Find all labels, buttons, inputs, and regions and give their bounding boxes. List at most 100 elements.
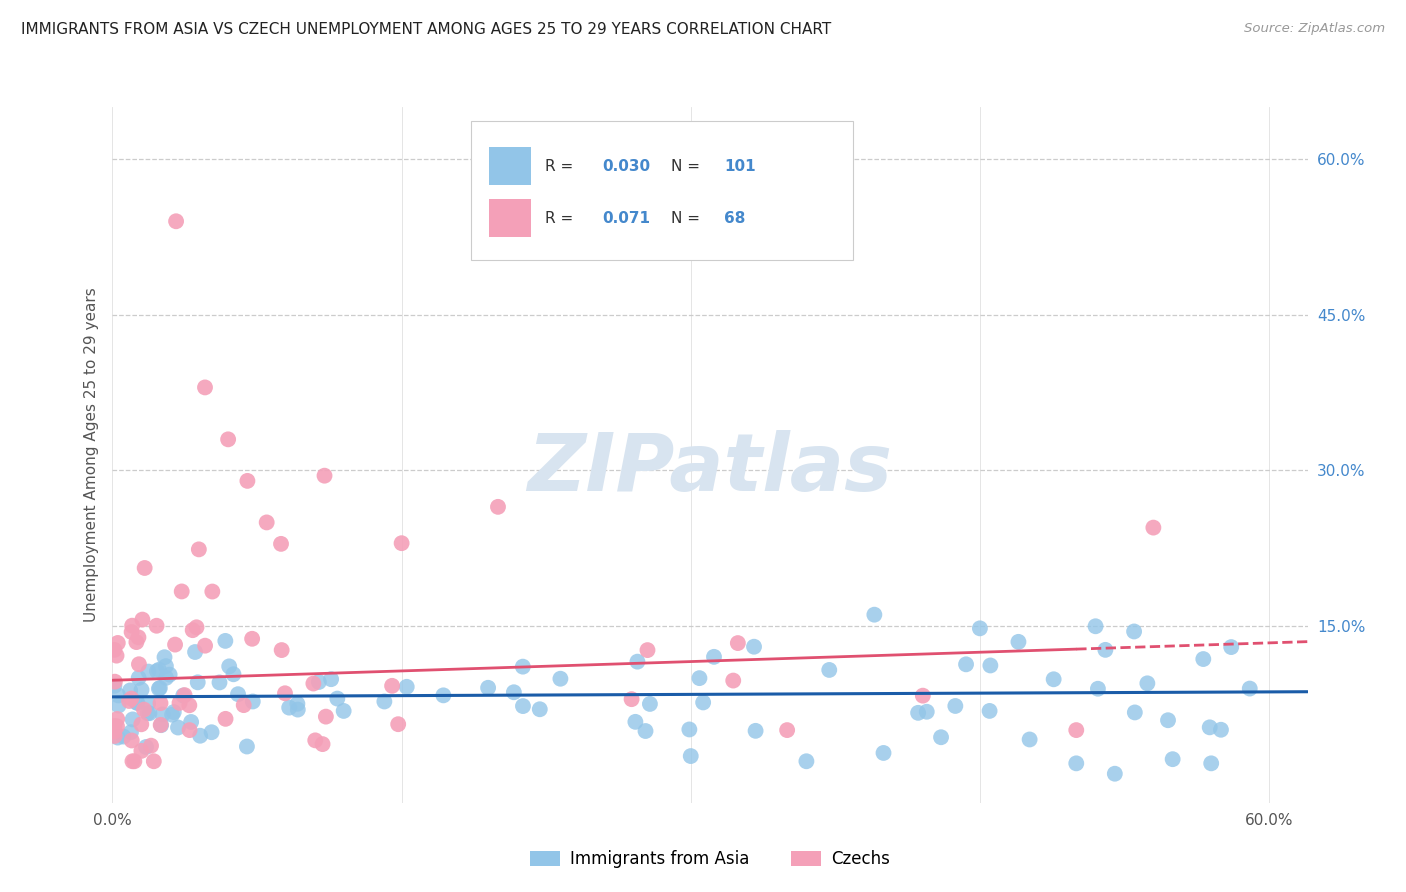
FancyBboxPatch shape: [471, 121, 853, 260]
Point: [236, 474, 259, 488]
Point: [107, 731, 129, 745]
Point: [911, 689, 934, 703]
Point: [145, 619, 167, 633]
Text: 101: 101: [724, 159, 756, 174]
Point: [703, 649, 725, 664]
Point: [139, 739, 162, 753]
Point: [214, 633, 236, 648]
Point: [160, 707, 183, 722]
Point: [165, 214, 187, 228]
Point: [148, 681, 170, 696]
Point: [131, 682, 153, 697]
Point: [274, 686, 297, 700]
Point: [512, 699, 534, 714]
Text: R =: R =: [546, 159, 578, 174]
Point: [120, 725, 142, 739]
Point: [103, 679, 125, 693]
Point: [105, 648, 128, 663]
Point: [550, 672, 572, 686]
Point: [796, 754, 818, 768]
Text: N =: N =: [671, 211, 704, 226]
Point: [242, 694, 264, 708]
Point: [169, 696, 191, 710]
Point: [287, 697, 309, 711]
Point: [308, 675, 330, 690]
Point: [124, 754, 146, 768]
Text: Source: ZipAtlas.com: Source: ZipAtlas.com: [1244, 22, 1385, 36]
Point: [127, 696, 149, 710]
Point: [1136, 676, 1159, 690]
Point: [979, 658, 1001, 673]
Point: [153, 650, 176, 665]
Point: [104, 674, 127, 689]
Point: [172, 689, 194, 703]
Point: [159, 667, 181, 681]
Point: [148, 663, 170, 677]
Point: [226, 687, 249, 701]
Point: [311, 737, 333, 751]
Point: [943, 698, 966, 713]
Point: [170, 584, 193, 599]
Point: [387, 717, 409, 731]
Point: [121, 713, 143, 727]
Point: [121, 618, 143, 632]
Point: [173, 688, 195, 702]
Point: [620, 692, 643, 706]
Point: [688, 671, 710, 685]
Point: [678, 723, 700, 737]
Point: [626, 655, 648, 669]
Point: [200, 725, 222, 739]
Point: [391, 536, 413, 550]
Point: [187, 675, 209, 690]
Point: [1064, 756, 1087, 771]
Text: 0.071: 0.071: [603, 211, 651, 226]
Point: [214, 712, 236, 726]
Point: [186, 620, 208, 634]
Point: [165, 638, 187, 652]
Point: [107, 689, 129, 703]
Point: [1199, 756, 1222, 771]
Point: [477, 681, 499, 695]
Point: [319, 672, 342, 686]
Point: [179, 723, 201, 738]
Point: [138, 706, 160, 721]
Point: [125, 696, 148, 710]
Point: [132, 703, 155, 717]
Point: [744, 723, 766, 738]
Point: [270, 643, 292, 657]
Point: [136, 706, 159, 721]
Point: [149, 681, 172, 695]
Point: [179, 698, 201, 713]
Point: [1094, 643, 1116, 657]
Point: [679, 749, 702, 764]
Point: [969, 621, 991, 635]
Point: [217, 433, 239, 447]
Point: [107, 636, 129, 650]
Point: [121, 754, 143, 768]
FancyBboxPatch shape: [489, 147, 531, 186]
Point: [776, 723, 799, 738]
Point: [512, 659, 534, 673]
Point: [1084, 619, 1107, 633]
Point: [818, 663, 841, 677]
Point: [125, 635, 148, 649]
Point: [103, 719, 125, 733]
Text: IMMIGRANTS FROM ASIA VS CZECH UNEMPLOYMENT AMONG AGES 25 TO 29 YEARS CORRELATION: IMMIGRANTS FROM ASIA VS CZECH UNEMPLOYME…: [21, 22, 831, 37]
Y-axis label: Unemployment Among Ages 25 to 29 years: Unemployment Among Ages 25 to 29 years: [83, 287, 98, 623]
Point: [727, 636, 749, 650]
Point: [112, 730, 135, 744]
Point: [1192, 652, 1215, 666]
Point: [118, 694, 141, 708]
Point: [149, 718, 172, 732]
FancyBboxPatch shape: [489, 199, 531, 237]
Point: [742, 640, 765, 654]
Point: [129, 717, 152, 731]
Point: [1123, 624, 1146, 639]
Point: [624, 714, 647, 729]
Point: [184, 645, 207, 659]
Point: [163, 705, 186, 719]
Point: [304, 733, 326, 747]
Point: [194, 380, 217, 394]
Legend: Immigrants from Asia, Czechs: Immigrants from Asia, Czechs: [523, 843, 897, 874]
Point: [135, 739, 157, 754]
